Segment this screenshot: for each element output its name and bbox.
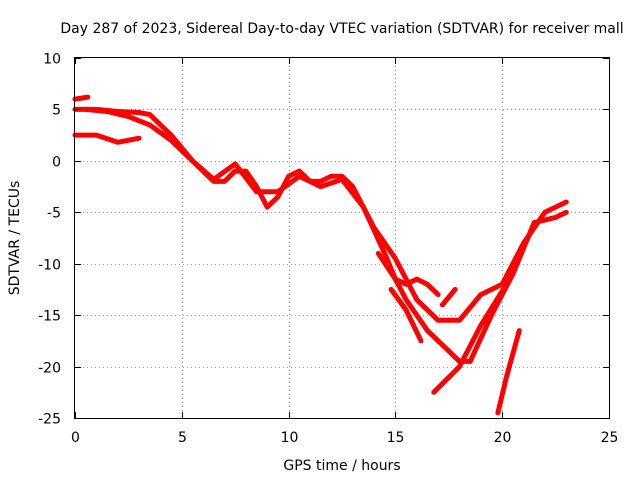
data-series — [72, 94, 569, 416]
y-tick-label: -15 — [38, 309, 61, 325]
axis-ticks: 0 5 10 15 20 25 -25 -20 -15 -10 -5 0 5 10 — [38, 52, 618, 447]
series-arc-5 — [375, 250, 441, 298]
chart-title: Day 287 of 2023, Sidereal Day-to-day VTE… — [60, 21, 623, 37]
y-tick-label: -5 — [47, 206, 61, 222]
y-tick-label: 0 — [52, 155, 61, 171]
series-arc-7 — [439, 286, 458, 308]
series-arc-4 — [72, 132, 142, 145]
y-tick-label: 5 — [52, 103, 61, 119]
x-tick-label: 10 — [281, 430, 299, 446]
y-tick-label: -10 — [38, 258, 61, 274]
grid-lines — [75, 58, 609, 418]
y-tick-label: -20 — [38, 361, 61, 377]
x-tick-label: 0 — [71, 430, 80, 446]
series-arc-9 — [495, 328, 522, 416]
x-tick-label: 25 — [601, 430, 619, 446]
y-tick-label: 10 — [43, 52, 61, 68]
series-arc-2 — [72, 106, 569, 323]
plot-frame — [74, 57, 610, 419]
series-arc-3 — [83, 106, 569, 364]
series-arc-1 — [72, 94, 91, 102]
series-arc-8 — [431, 271, 516, 395]
x-tick-label: 5 — [178, 430, 187, 446]
y-axis-label: SDTVAR / TECUs — [7, 181, 23, 296]
y-tick-label: -25 — [38, 412, 61, 428]
x-tick-label: 15 — [387, 430, 405, 446]
x-axis-label: GPS time / hours — [283, 458, 400, 474]
x-tick-label: 20 — [494, 430, 512, 446]
series-arc-6 — [388, 286, 424, 344]
